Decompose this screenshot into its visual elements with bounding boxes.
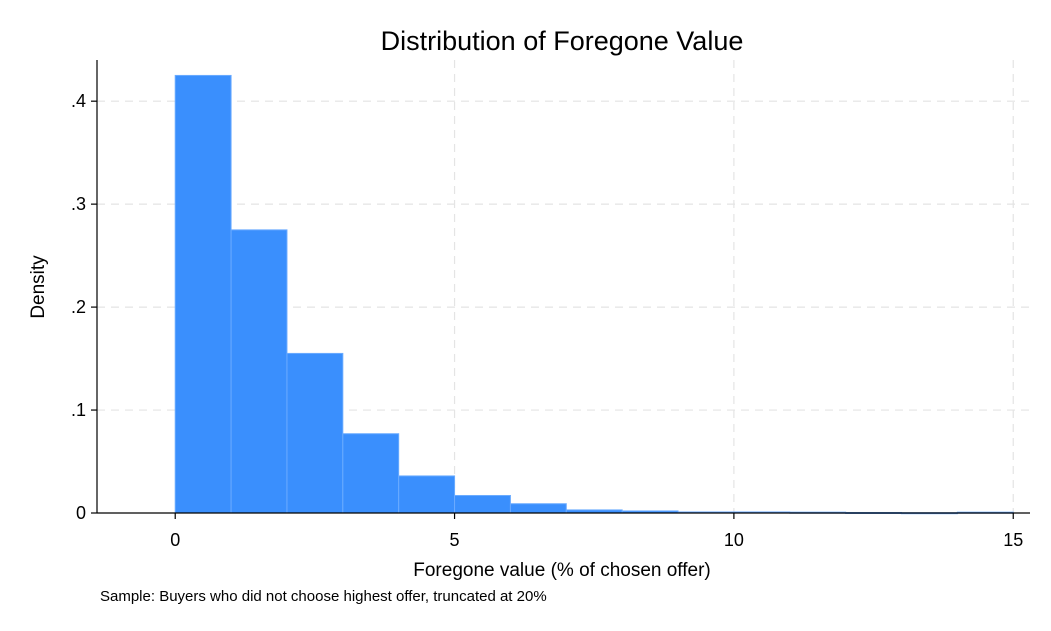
histogram-bar (454, 494, 511, 514)
histogram-bar (342, 433, 400, 514)
x-axis-title: Foregone value (% of chosen offer) (413, 560, 711, 581)
y-tick-label: .1 (71, 400, 86, 420)
x-tick-label: 15 (1003, 530, 1023, 550)
x-tick-label: 0 (170, 530, 180, 550)
tick-labels: 0 .1 .2 .3 .4 0 5 10 15 (71, 91, 1023, 550)
axes (91, 60, 1030, 519)
histogram-bar (509, 503, 567, 514)
histogram-bar (286, 352, 344, 514)
y-axis-title: Density (28, 255, 49, 319)
histogram-bar (230, 229, 288, 514)
chart-title: Distribution of Foregone Value (381, 26, 744, 56)
x-tick-label: 10 (724, 530, 744, 550)
histogram-bar (398, 475, 456, 514)
x-tick-label: 5 (450, 530, 460, 550)
y-tick-label: .2 (71, 297, 86, 317)
y-tick-label: .4 (71, 91, 86, 111)
histogram-bars (174, 74, 1014, 515)
y-tick-label: .3 (71, 194, 86, 214)
chart-note: Sample: Buyers who did not choose highes… (100, 588, 547, 605)
y-tick-label: 0 (76, 503, 86, 523)
histogram-bar (174, 74, 232, 514)
